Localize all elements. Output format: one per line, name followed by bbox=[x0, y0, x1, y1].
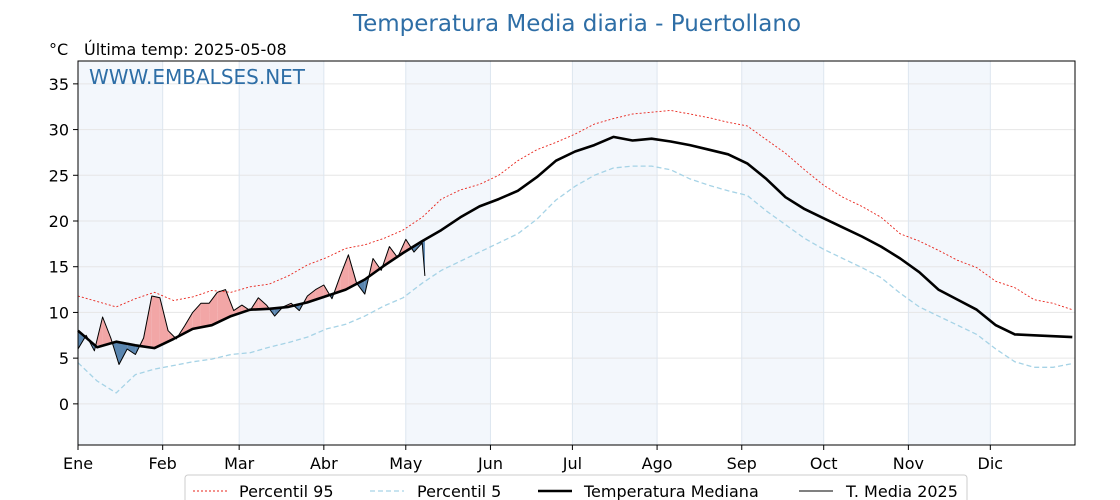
anomaly-below-fill bbox=[127, 343, 136, 355]
y-tick-label: 35 bbox=[49, 75, 69, 94]
y-ticks: 0 5 10 15 20 25 30 35 bbox=[49, 75, 78, 414]
y-tick-label: 30 bbox=[49, 121, 69, 140]
x-tick-label: Jun bbox=[477, 454, 503, 473]
x-tick-label: Sep bbox=[727, 454, 757, 473]
x-tick-label: Oct bbox=[810, 454, 838, 473]
month-band bbox=[908, 61, 991, 445]
x-tick-label: Mar bbox=[224, 454, 255, 473]
x-tick-label: Ene bbox=[63, 454, 93, 473]
series-line-t2025 bbox=[77, 238, 426, 365]
x-tick-label: Jul bbox=[562, 454, 582, 473]
y-tick-label: 20 bbox=[49, 212, 69, 231]
anomaly-above-fill bbox=[151, 296, 160, 348]
anomaly-above-fill bbox=[200, 303, 210, 328]
month-bands bbox=[78, 61, 991, 445]
series-lines bbox=[77, 109, 1073, 394]
x-tick-label: Ago bbox=[642, 454, 673, 473]
plot-frame bbox=[77, 60, 1076, 446]
series-line-median bbox=[77, 135, 1073, 350]
anomaly-above-fill bbox=[192, 303, 201, 329]
legend: Percentil 95 Percentil 5 Temperatura Med… bbox=[184, 474, 968, 500]
x-tick-label: May bbox=[389, 454, 422, 473]
chart-title: Temperatura Media diaria - Puertollano bbox=[352, 11, 801, 37]
anomaly-below-fill bbox=[78, 330, 86, 349]
series-line-p5 bbox=[77, 165, 1073, 394]
month-band bbox=[741, 61, 824, 445]
series-line-p95 bbox=[77, 109, 1073, 311]
x-tick-label: Abr bbox=[310, 454, 338, 473]
legend-box bbox=[184, 474, 968, 500]
anomaly-above-fill bbox=[159, 297, 169, 346]
anomaly-above-fill bbox=[102, 317, 111, 346]
month-band bbox=[239, 61, 324, 445]
x-tick-label: Feb bbox=[149, 454, 177, 473]
unit-label: °C bbox=[49, 40, 68, 59]
anomaly-above-fill bbox=[340, 254, 349, 292]
month-band bbox=[78, 61, 163, 445]
legend-label-p5: Percentil 5 bbox=[417, 482, 501, 500]
legend-label-median: Temperatura Mediana bbox=[583, 482, 759, 500]
anomaly-above-fill bbox=[258, 297, 267, 310]
x-tick-label: Nov bbox=[893, 454, 924, 473]
last-temp-label: Última temp: 2025-05-08 bbox=[84, 40, 287, 59]
y-tick-label: 25 bbox=[49, 166, 69, 185]
y-tick-label: 15 bbox=[49, 258, 69, 277]
legend-label-p95: Percentil 95 bbox=[239, 482, 334, 500]
anomaly-above-fill bbox=[225, 289, 234, 319]
y-tick-label: 5 bbox=[59, 349, 69, 368]
month-band bbox=[572, 61, 658, 445]
x-ticks: Ene Feb Mar Abr May Jun Jul Ago Sep Oct Nov Dic bbox=[63, 445, 1003, 473]
y-tick-label: 10 bbox=[49, 303, 69, 322]
legend-label-t2025: T. Media 2025 bbox=[845, 482, 958, 500]
anomaly-above-fill bbox=[217, 289, 226, 323]
watermark: WWW.EMBALSES.NET bbox=[89, 65, 306, 89]
x-tick-label: Dic bbox=[978, 454, 1004, 473]
anomaly-above-fill bbox=[184, 312, 193, 334]
anomaly-below-fill bbox=[119, 342, 128, 365]
y-tick-label: 0 bbox=[59, 395, 69, 414]
